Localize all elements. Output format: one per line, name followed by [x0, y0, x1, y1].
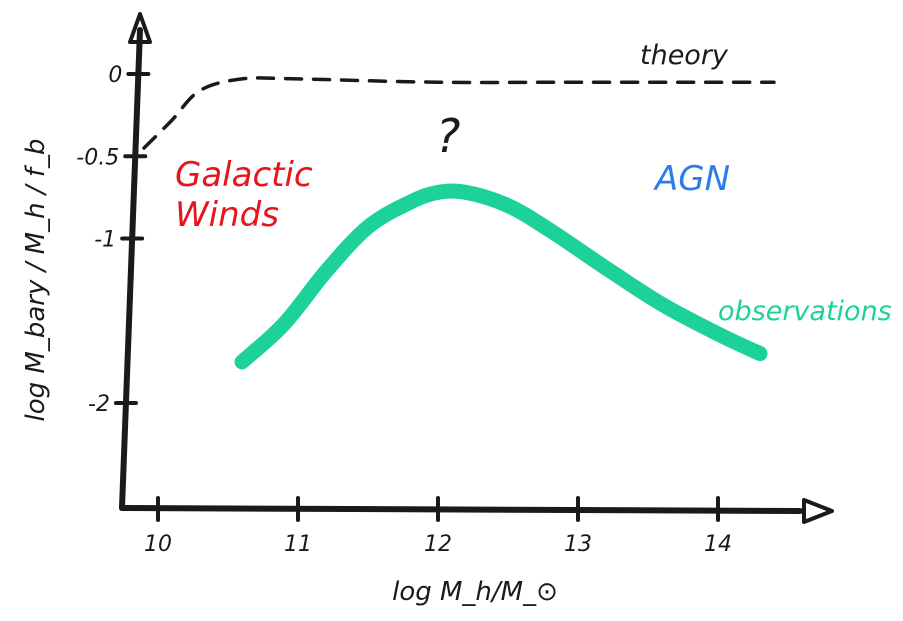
- x-tick-label: 10: [144, 532, 172, 557]
- x-tick-label: 13: [564, 532, 592, 557]
- series-line-observations: [234, 183, 768, 370]
- annotation-galactic: Galactic: [175, 155, 313, 195]
- y-axis-arrow: [128, 12, 152, 44]
- y-tick-label: 0: [108, 63, 122, 88]
- y-tick-label: -0.5: [76, 145, 119, 170]
- y-axis: [119, 27, 143, 511]
- series-line-theory: [142, 76, 776, 150]
- question-mark: ?: [436, 109, 460, 163]
- x-axis-arrow: [802, 498, 834, 524]
- observations-label: observations: [718, 296, 892, 327]
- y-tick-label: -1: [94, 228, 116, 253]
- x-ticks: 10 11 12 13 14: [144, 496, 732, 557]
- y-axis-title: log M_bary / M_h / f_b: [21, 139, 51, 422]
- x-tick-label: 12: [424, 532, 452, 557]
- y-tick-label: -2: [88, 392, 110, 417]
- theory-label: theory: [640, 40, 729, 71]
- annotation-agn: AGN: [653, 159, 730, 199]
- x-tick-label: 14: [704, 532, 732, 557]
- x-tick-label: 11: [284, 532, 312, 557]
- x-axis-title: log M_h/M_⊙: [392, 577, 558, 607]
- annotation-winds: Winds: [175, 195, 279, 235]
- y-ticks: 0 -0.5 -1 -2: [76, 63, 151, 417]
- x-axis: [119, 505, 803, 514]
